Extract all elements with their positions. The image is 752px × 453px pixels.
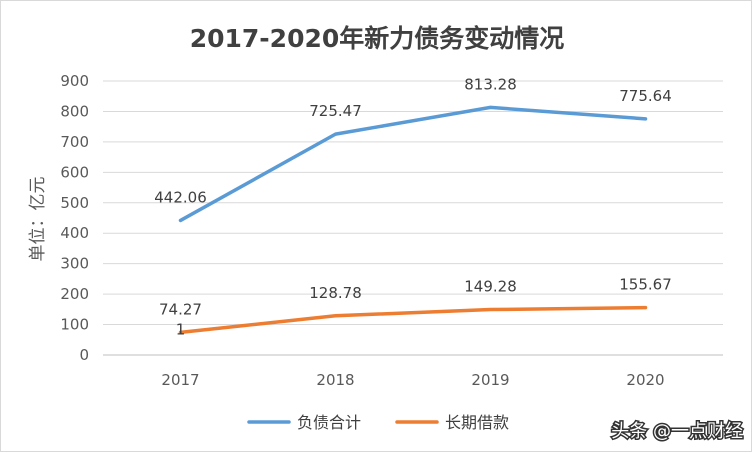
y-tick-label: 600 <box>60 163 89 181</box>
legend: 负债合计 长期借款 <box>247 413 509 432</box>
data-label: 442.06 <box>154 188 207 206</box>
series-line-2 <box>178 305 648 335</box>
data-label: 155.67 <box>619 276 672 294</box>
legend-entry-1: 负债合计 <box>297 413 361 432</box>
y-tick-label: 200 <box>60 285 89 303</box>
x-tick-label: 2020 <box>626 371 664 389</box>
watermark: 头条 @一点财经 <box>610 420 745 444</box>
x-axis-ticks: 2017 2018 2019 2020 <box>161 371 664 389</box>
data-label-overflow: 1 <box>176 320 186 338</box>
y-tick-label: 300 <box>60 255 89 273</box>
data-label: 775.64 <box>619 87 672 105</box>
y-axis-ticks: 0 100 200 300 400 500 600 700 800 900 <box>60 72 89 364</box>
series-lines <box>178 105 648 335</box>
y-tick-label: 800 <box>60 102 89 120</box>
data-label: 74.27 <box>159 300 202 318</box>
y-tick-label: 500 <box>60 194 89 212</box>
data-label: 149.28 <box>464 278 517 296</box>
data-label: 813.28 <box>464 75 517 93</box>
x-tick-label: 2018 <box>316 371 354 389</box>
y-tick-label: 900 <box>60 72 89 90</box>
y-tick-label: 700 <box>60 133 89 151</box>
x-tick-label: 2017 <box>161 371 199 389</box>
legend-entry-2: 长期借款 <box>445 413 509 432</box>
gridlines <box>103 80 723 356</box>
data-label: 725.47 <box>309 102 362 120</box>
data-label: 128.78 <box>309 284 362 302</box>
y-tick-label: 100 <box>60 316 89 334</box>
y-tick-label: 0 <box>79 346 89 364</box>
y-tick-label: 400 <box>60 224 89 242</box>
watermark-text: 头条 @一点财经 <box>611 421 743 442</box>
chart-title: 2017-2020年新力债务变动情况 <box>190 24 565 53</box>
series-line-1 <box>178 105 648 223</box>
x-tick-label: 2019 <box>471 371 509 389</box>
data-labels: 442.06 725.47 813.28 775.64 74.27 128.78 149.2… <box>154 75 672 338</box>
y-axis-label: 单位：亿元 <box>28 177 48 262</box>
